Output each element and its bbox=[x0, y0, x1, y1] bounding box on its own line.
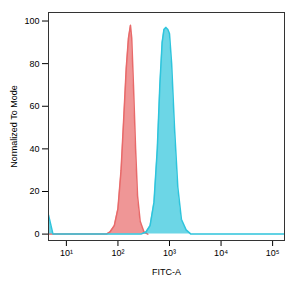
svg-text:20: 20 bbox=[29, 186, 39, 196]
svg-text:10¹: 10¹ bbox=[60, 248, 73, 258]
svg-text:80: 80 bbox=[29, 59, 39, 69]
svg-text:10²: 10² bbox=[111, 248, 124, 258]
svg-text:100: 100 bbox=[24, 16, 39, 26]
svg-text:10³: 10³ bbox=[163, 248, 176, 258]
svg-text:10⁴: 10⁴ bbox=[214, 248, 228, 258]
svg-text:60: 60 bbox=[29, 101, 39, 111]
svg-text:40: 40 bbox=[29, 144, 39, 154]
svg-text:10⁵: 10⁵ bbox=[266, 248, 280, 258]
svg-text:Normalized To Mode: Normalized To Mode bbox=[9, 85, 19, 167]
svg-text:0: 0 bbox=[34, 229, 39, 239]
svg-text:FITC-A: FITC-A bbox=[152, 267, 181, 277]
